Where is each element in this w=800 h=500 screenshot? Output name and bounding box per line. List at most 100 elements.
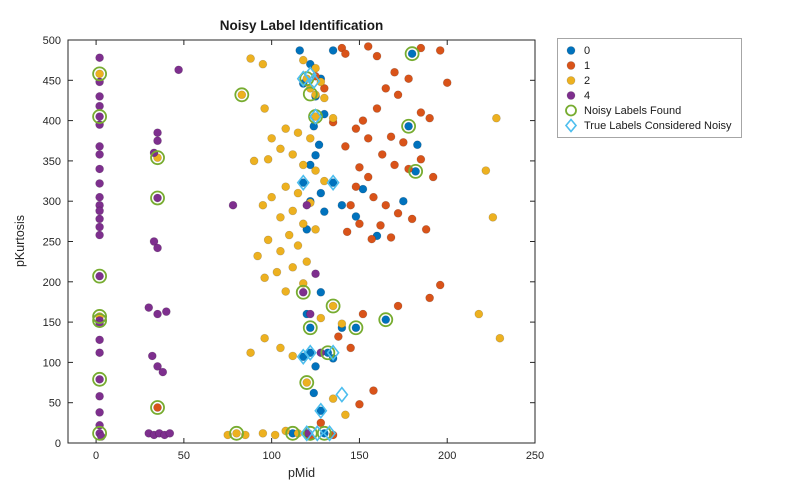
data-point: [355, 399, 364, 409]
noisy-label-marker: [316, 425, 332, 441]
data-point: [95, 53, 104, 63]
data-point: [481, 166, 491, 175]
true-noisy-marker: [303, 66, 317, 83]
data-point: [158, 367, 168, 377]
y-tick-label: 500: [43, 35, 61, 47]
legend-item-0: 0: [563, 43, 732, 58]
data-point: [144, 303, 154, 312]
y-tick-label: 350: [43, 156, 61, 168]
data-point: [270, 430, 280, 440]
data-point: [393, 301, 403, 311]
legend: 0 1 2 4 Noisy Labels Found True Labels Consid…: [557, 38, 742, 138]
data-point: [95, 101, 104, 111]
data-point: [351, 124, 361, 134]
y-tick-label: 300: [43, 196, 61, 208]
data-point: [341, 142, 350, 151]
legend-dot: [566, 46, 576, 55]
data-point: [328, 394, 338, 404]
data-point: [342, 227, 352, 237]
x-tick-label: 50: [178, 450, 190, 462]
data-point: [258, 59, 268, 69]
data-point: [228, 200, 238, 210]
legend-item-2: 2: [563, 73, 732, 88]
data-point: [288, 351, 298, 361]
data-point: [258, 428, 268, 438]
noisy-label-marker: [92, 268, 108, 284]
noisy-label-marker: [404, 46, 420, 62]
y-tick-label: 150: [43, 317, 61, 329]
data-point: [281, 287, 291, 296]
data-point: [328, 113, 338, 123]
data-point: [355, 219, 364, 229]
noisy-label-marker: [325, 298, 341, 314]
legend-dot: [566, 61, 576, 70]
data-point: [407, 214, 417, 224]
data-point: [232, 428, 241, 438]
data-point: [311, 166, 320, 175]
data-point: [376, 221, 385, 230]
x-tick-label: 250: [526, 450, 544, 462]
data-point: [260, 333, 269, 343]
noisy-label-marker: [302, 425, 318, 441]
data-point: [416, 154, 426, 164]
data-point: [319, 93, 329, 103]
data-point: [328, 301, 338, 311]
legend-dot: [566, 91, 576, 100]
data-point: [381, 315, 391, 325]
y-tick-label: 400: [43, 116, 61, 128]
data-point: [393, 208, 403, 218]
data-point: [298, 55, 308, 65]
legend-item-true-labels-considered-noisy: True Labels Considered Noisy: [563, 118, 732, 133]
data-point: [95, 150, 104, 159]
true-noisy-marker: [300, 425, 314, 442]
data-point: [153, 243, 162, 253]
data-point: [95, 391, 104, 401]
data-point: [363, 172, 373, 182]
data-point: [95, 271, 104, 281]
data-point: [328, 46, 338, 55]
data-point: [153, 128, 162, 138]
true-noisy-marker: [335, 386, 349, 403]
data-point: [316, 406, 326, 416]
x-tick-label: 150: [350, 450, 368, 462]
data-point: [260, 273, 269, 283]
data-point: [316, 287, 326, 297]
plot-box: [67, 39, 536, 444]
series-2: [95, 54, 505, 440]
data-point: [253, 251, 262, 261]
noisy-label-marker: [234, 87, 250, 103]
y-tick-label: 250: [43, 237, 61, 249]
data-point: [246, 54, 255, 63]
data-point: [95, 335, 104, 345]
legend-label-4: 4: [584, 89, 591, 102]
legend-item-4: 4: [563, 88, 732, 103]
data-point: [276, 144, 285, 154]
data-point: [293, 128, 303, 138]
data-point: [355, 162, 364, 172]
data-point: [295, 46, 305, 55]
series-true-labels-considered-noisy: [296, 66, 349, 442]
data-point: [319, 176, 329, 186]
true-noisy-marker: [323, 425, 337, 442]
data-point: [288, 206, 298, 216]
data-point: [281, 182, 291, 192]
data-point: [328, 178, 338, 188]
data-point: [149, 237, 159, 246]
true-noisy-marker: [326, 344, 340, 362]
legend-circle-outline: [565, 104, 577, 117]
data-point: [95, 230, 104, 240]
data-point: [288, 262, 298, 272]
data-point: [425, 113, 435, 123]
data-point: [281, 124, 291, 134]
true-noisy-marker: [307, 72, 321, 90]
data-point: [95, 206, 104, 216]
noisy-label-marker: [302, 320, 318, 336]
x-tick-label: 0: [93, 450, 99, 462]
data-point: [298, 160, 308, 170]
noisy-label-marker: [92, 425, 108, 441]
noisy-label-marker: [299, 375, 315, 390]
data-point: [309, 388, 319, 398]
data-point: [363, 133, 373, 143]
data-point: [305, 323, 315, 333]
